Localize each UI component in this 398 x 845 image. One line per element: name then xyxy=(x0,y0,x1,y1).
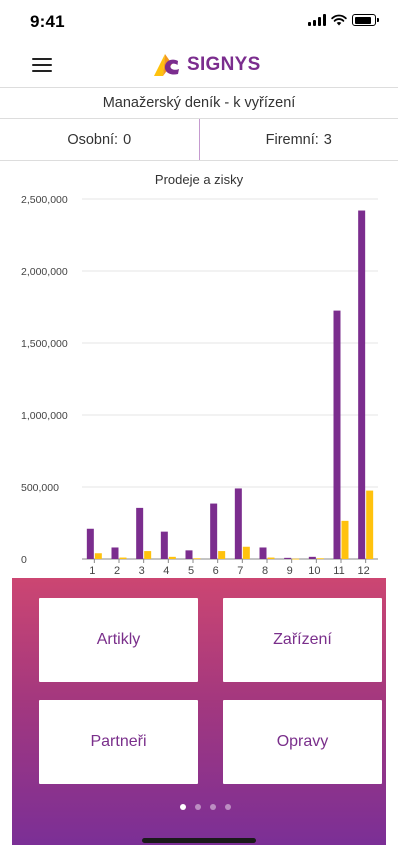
status-bar: 9:41 xyxy=(0,0,398,44)
page-dot[interactable] xyxy=(225,804,231,810)
counter-divider xyxy=(198,119,200,160)
battery-fill xyxy=(354,16,371,24)
bar-profit xyxy=(218,551,226,559)
bar-sales xyxy=(234,488,242,559)
x-tick-label: 2 xyxy=(114,565,120,577)
y-tick-label: 500,000 xyxy=(21,482,59,494)
x-tick-label: 3 xyxy=(139,565,145,577)
cellular-signal-icon xyxy=(308,14,326,26)
x-tick-label: 9 xyxy=(287,565,293,577)
tile-opravy-label: Opravy xyxy=(276,733,329,750)
bar-sales xyxy=(136,507,144,559)
x-tick-label: 7 xyxy=(237,565,243,577)
x-tick-label: 1 xyxy=(89,565,95,577)
page-dot[interactable] xyxy=(180,804,186,810)
tile-partneri-label: Partneři xyxy=(90,733,147,750)
sales-chart-svg: Prodeje a zisky 0 500,000 1,000,000 1,500,00… xyxy=(21,172,378,577)
bar-profit xyxy=(193,558,201,560)
signys-logo-icon xyxy=(154,54,179,76)
home-indicator[interactable] xyxy=(142,838,256,843)
battery-icon xyxy=(352,14,379,26)
bar-profit xyxy=(242,546,250,559)
tile-zarizeni-label: Zařízení xyxy=(273,631,332,648)
status-time: 9:41 xyxy=(30,12,65,31)
bar-sales xyxy=(259,547,267,559)
chart-title: Prodeje a zisky xyxy=(155,172,244,187)
y-tick-label: 2,000,000 xyxy=(21,266,68,278)
bar-sales xyxy=(86,528,94,559)
bar-profit xyxy=(292,558,300,560)
bar-profit xyxy=(316,558,324,560)
x-tick-label: 5 xyxy=(188,565,194,577)
tile-artikly-label: Artikly xyxy=(96,631,141,648)
bar-sales xyxy=(185,550,193,559)
counter-personal-label: Osobní: xyxy=(67,131,119,148)
bar-sales xyxy=(160,531,168,559)
hamburger-icon[interactable] xyxy=(32,56,52,74)
y-tick-label: 1,000,000 xyxy=(21,410,68,422)
app-header: SIGNYS xyxy=(0,44,398,88)
status-icons xyxy=(308,14,379,26)
bar-profit xyxy=(341,520,349,559)
counter-company-label: Firemní: xyxy=(265,131,319,148)
counter-personal-value: 0 xyxy=(123,131,132,148)
page-title: Manažerský deník - k vyřízení xyxy=(0,89,398,119)
counter-personal[interactable]: Osobní: 0 xyxy=(0,119,199,160)
counters: Osobní: 0 Firemní: 3 xyxy=(0,119,398,161)
bar-sales xyxy=(333,310,341,559)
page-indicator[interactable] xyxy=(180,804,231,810)
page-dot[interactable] xyxy=(195,804,201,810)
bar-profit xyxy=(119,557,127,559)
wifi-icon xyxy=(331,14,347,26)
logo-text: SIGNYS xyxy=(187,54,261,75)
bar-profit xyxy=(366,490,374,559)
bar-profit xyxy=(267,557,275,559)
tile-artikly[interactable]: Artikly xyxy=(39,598,198,682)
sales-chart: Prodeje a zisky 0 500,000 1,000,000 1,500,00… xyxy=(0,161,398,579)
y-tick-label: 2,500,000 xyxy=(21,194,68,206)
bottom-panel: Artikly Zařízení Partneři Opravy xyxy=(12,578,386,845)
x-tick-label: 11 xyxy=(333,565,344,577)
bar-sales xyxy=(308,556,316,559)
bar-sales xyxy=(284,557,292,559)
tile-zarizeni[interactable]: Zařízení xyxy=(223,598,382,682)
x-tick-label: 4 xyxy=(163,565,169,577)
x-tick-label: 6 xyxy=(213,565,219,577)
counter-company-value: 3 xyxy=(323,131,332,148)
tile-opravy[interactable]: Opravy xyxy=(223,700,382,784)
bar-sales xyxy=(210,503,218,559)
y-tick-label: 1,500,000 xyxy=(21,338,68,350)
tile-partneri[interactable]: Partneři xyxy=(39,700,198,784)
x-tick-label: 12 xyxy=(358,565,370,577)
bar-profit xyxy=(94,553,102,559)
x-tick-label: 10 xyxy=(308,565,320,577)
bar-profit xyxy=(168,556,176,559)
x-tick-label: 8 xyxy=(262,565,268,577)
bar-sales xyxy=(358,210,366,559)
y-tick-label: 0 xyxy=(21,554,27,566)
bar-sales xyxy=(111,547,119,559)
counter-company[interactable]: Firemní: 3 xyxy=(200,119,398,160)
signys-logo: SIGNYS xyxy=(152,52,261,78)
page-dot[interactable] xyxy=(210,804,216,810)
bar-profit xyxy=(144,551,152,559)
